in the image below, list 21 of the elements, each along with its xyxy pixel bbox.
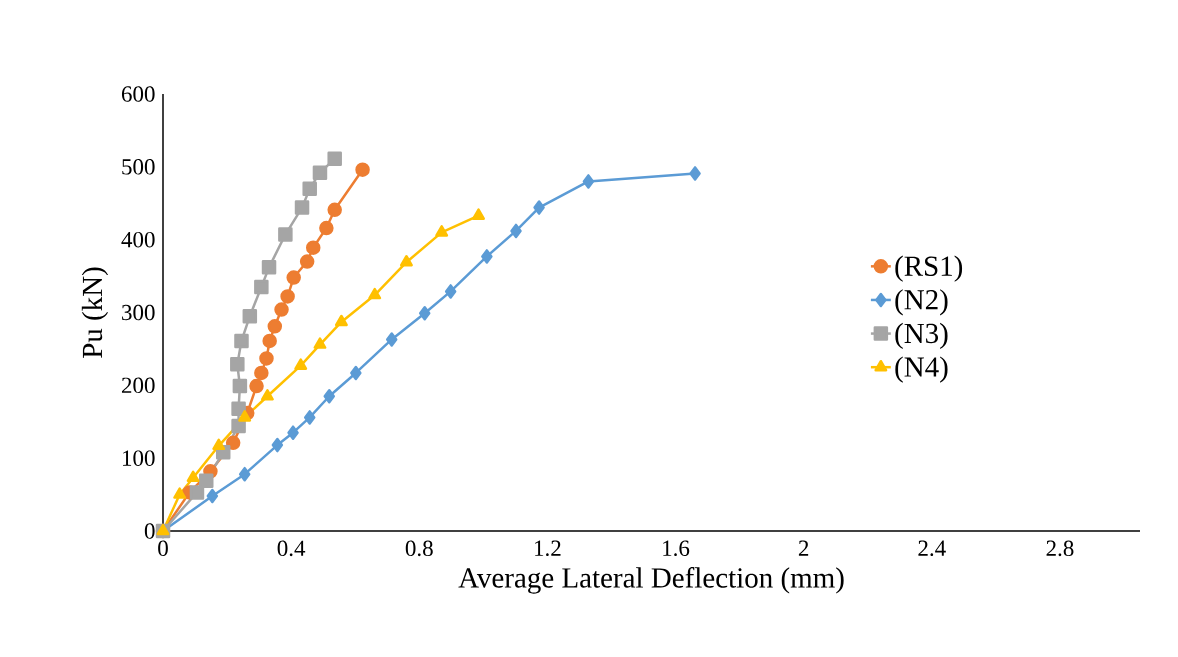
y-axis-title: Pu (kN) xyxy=(81,267,109,358)
legend-label: (N2) xyxy=(895,289,948,316)
x-tick-label: 2.8 xyxy=(1046,540,1074,557)
y-tick-label: 200 xyxy=(121,377,155,394)
x-tick-label: 2.4 xyxy=(918,540,946,557)
y-tick-label: 0 xyxy=(144,523,155,539)
legend-label: (N3) xyxy=(895,322,948,350)
y-tick-label: 300 xyxy=(122,304,155,321)
y-tick-label: 400 xyxy=(121,231,155,248)
x-tick-label: 0.8 xyxy=(405,540,433,557)
x-tick-label: 0.4 xyxy=(277,540,306,557)
x-axis-title: Average Lateral Deflection (mm) xyxy=(458,567,844,594)
y-tick-label: 600 xyxy=(121,86,155,102)
legend-label: (RS1) xyxy=(895,255,963,282)
x-tick-label: 1.2 xyxy=(535,540,561,557)
x-tick-label: 1.6 xyxy=(663,540,690,557)
x-tick-label: 2 xyxy=(798,540,809,556)
legend-label: (N4) xyxy=(895,356,948,383)
y-tick-label: 100 xyxy=(122,450,155,466)
y-tick-label: 500 xyxy=(122,159,155,175)
x-tick-label: 0 xyxy=(158,540,168,557)
